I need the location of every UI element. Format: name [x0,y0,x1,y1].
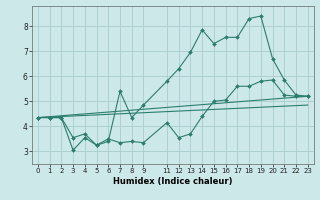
X-axis label: Humidex (Indice chaleur): Humidex (Indice chaleur) [113,177,233,186]
